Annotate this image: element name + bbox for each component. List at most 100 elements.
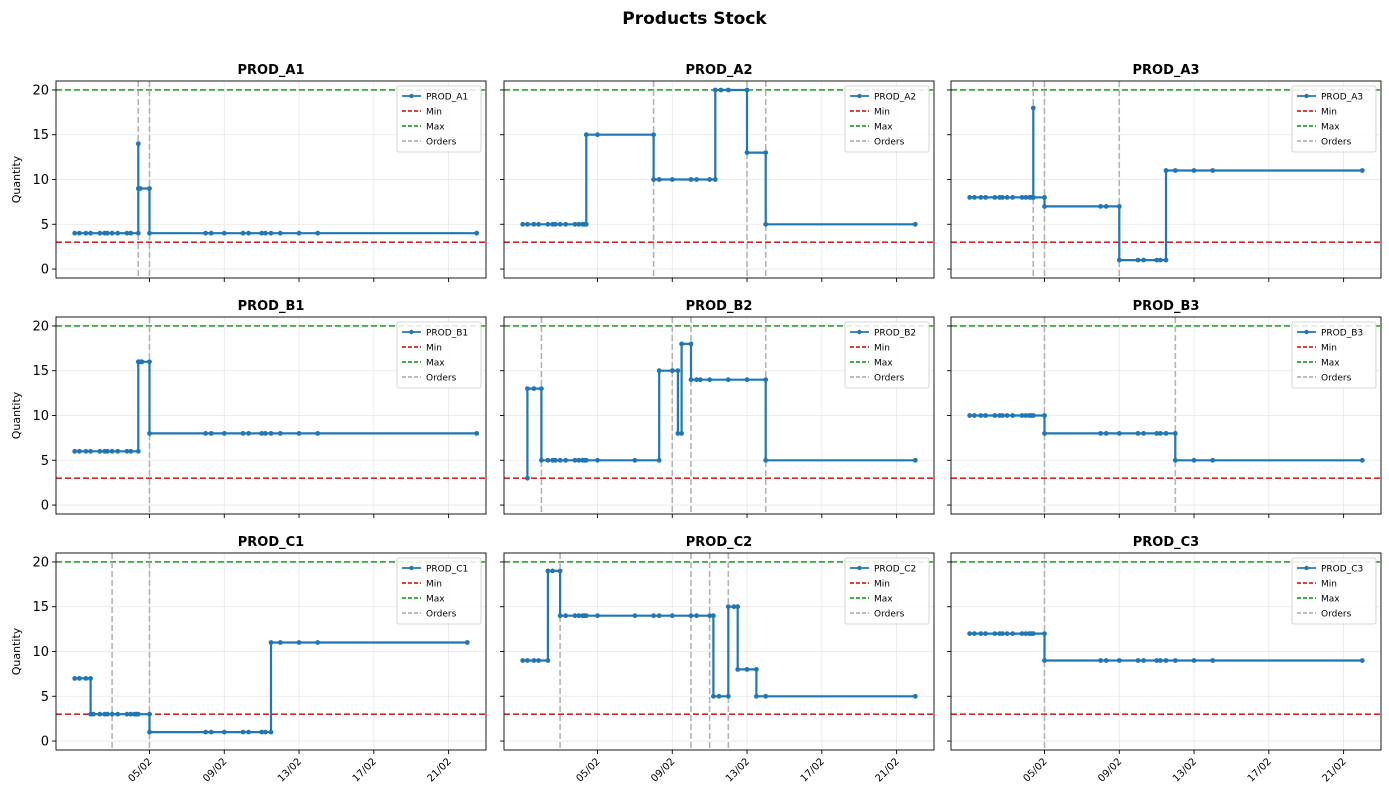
stock-point	[1010, 195, 1016, 200]
stock-point	[656, 177, 662, 182]
panel-title: PROD_B1	[238, 299, 305, 314]
legend-min-label: Min	[874, 580, 890, 590]
stock-point	[203, 230, 209, 236]
stock-point	[583, 132, 589, 138]
legend-min-label: Min	[426, 580, 442, 590]
stock-point	[967, 413, 973, 418]
stock-point	[88, 448, 93, 454]
stock-point	[1103, 658, 1109, 663]
legend-series-label: PROD_A1	[426, 93, 468, 103]
stock-point	[1023, 631, 1029, 636]
stock-point	[583, 613, 589, 619]
stock-point	[115, 448, 121, 454]
stock-point	[912, 457, 918, 463]
stock-point	[572, 457, 578, 463]
legend-max-label: Max	[1321, 123, 1340, 133]
stock-point	[545, 221, 551, 227]
y-tick-label: 20	[32, 555, 49, 570]
stock-series-line	[74, 641, 468, 734]
panel-title: PROD_B3	[1133, 299, 1200, 314]
stock-point	[1030, 631, 1036, 636]
stock-point	[72, 676, 78, 681]
stock-point	[1141, 658, 1146, 663]
stock-point	[697, 377, 703, 383]
panel-prod-a1: PROD_A1 0 5 10 15 20 Quantity PROD_A1 Min Max Orde…	[10, 63, 487, 282]
stock-point	[531, 658, 537, 663]
legend-series-label: PROD_C1	[426, 565, 468, 575]
stock-point	[277, 230, 283, 236]
stock-point	[139, 359, 145, 365]
stock-point	[1116, 658, 1122, 663]
stock-point	[1019, 413, 1025, 418]
stock-point	[268, 230, 274, 236]
stock-point	[109, 711, 115, 717]
stock-point	[675, 431, 681, 436]
stock-point	[972, 413, 977, 418]
y-tick-label: 15	[32, 600, 49, 615]
stock-point	[1098, 658, 1103, 663]
x-tick-label: 13/02	[1171, 756, 1199, 784]
stock-point	[754, 667, 759, 672]
y-tick-label: 0	[41, 735, 49, 750]
stock-series-line	[969, 414, 1363, 462]
stock-point	[744, 667, 750, 672]
stock-point	[763, 693, 769, 699]
stock-point	[716, 693, 722, 699]
stock-point	[91, 711, 96, 717]
stock-point	[1030, 195, 1036, 200]
stock-point	[572, 221, 578, 227]
stock-point	[557, 568, 563, 574]
legend-series-marker	[857, 329, 862, 335]
stock-point	[268, 431, 274, 436]
figure-title: Products Stock	[622, 9, 767, 29]
stock-point	[296, 230, 302, 236]
stock-point	[632, 613, 638, 619]
y-axis-label: Quantity	[10, 391, 23, 439]
stock-point	[135, 448, 141, 454]
y-tick-label: 15	[32, 364, 49, 379]
stock-point	[246, 729, 252, 735]
stock-point	[972, 195, 977, 200]
stock-point	[128, 448, 134, 454]
stock-point	[669, 177, 675, 182]
stock-point	[1023, 195, 1029, 200]
stock-point	[725, 87, 731, 93]
y-tick-label: 20	[32, 319, 49, 334]
stock-point	[97, 448, 103, 454]
stock-point	[1042, 195, 1047, 200]
stock-point	[135, 141, 141, 147]
legend: PROD_C2 Min Max Orders	[844, 557, 930, 625]
stock-point	[744, 377, 750, 383]
chart-grid: PROD_A1 0 5 10 15 20 Quantity PROD_A1 Min Max Orde…	[10, 63, 1382, 785]
y-tick-label: 5	[41, 454, 49, 469]
legend-box	[1291, 85, 1377, 153]
stock-point	[1004, 195, 1010, 200]
stock-point	[1103, 204, 1109, 209]
stock-point	[1141, 431, 1146, 436]
stock-point	[263, 230, 268, 236]
legend-series-marker	[1304, 565, 1309, 571]
stock-point	[124, 448, 130, 454]
stock-point	[553, 457, 558, 463]
stock-point	[1172, 168, 1178, 173]
stock-point	[1116, 204, 1122, 209]
legend-max-label: Max	[426, 595, 445, 605]
stock-point	[1042, 413, 1047, 418]
legend-min-label: Min	[426, 108, 442, 118]
stock-point	[983, 413, 988, 418]
stock-point	[531, 221, 537, 227]
stock-point	[474, 431, 480, 436]
panel-title: PROD_C1	[238, 535, 304, 550]
stock-point	[536, 658, 541, 663]
stock-point	[1004, 631, 1010, 636]
stock-point	[992, 413, 998, 418]
stock-point	[135, 230, 141, 236]
stock-point	[97, 230, 103, 236]
stock-point	[557, 457, 563, 463]
stock-point	[1000, 195, 1005, 200]
stock-point	[296, 431, 302, 436]
stock-point	[557, 221, 563, 227]
stock-point	[1158, 658, 1163, 663]
stock-point	[109, 448, 115, 454]
